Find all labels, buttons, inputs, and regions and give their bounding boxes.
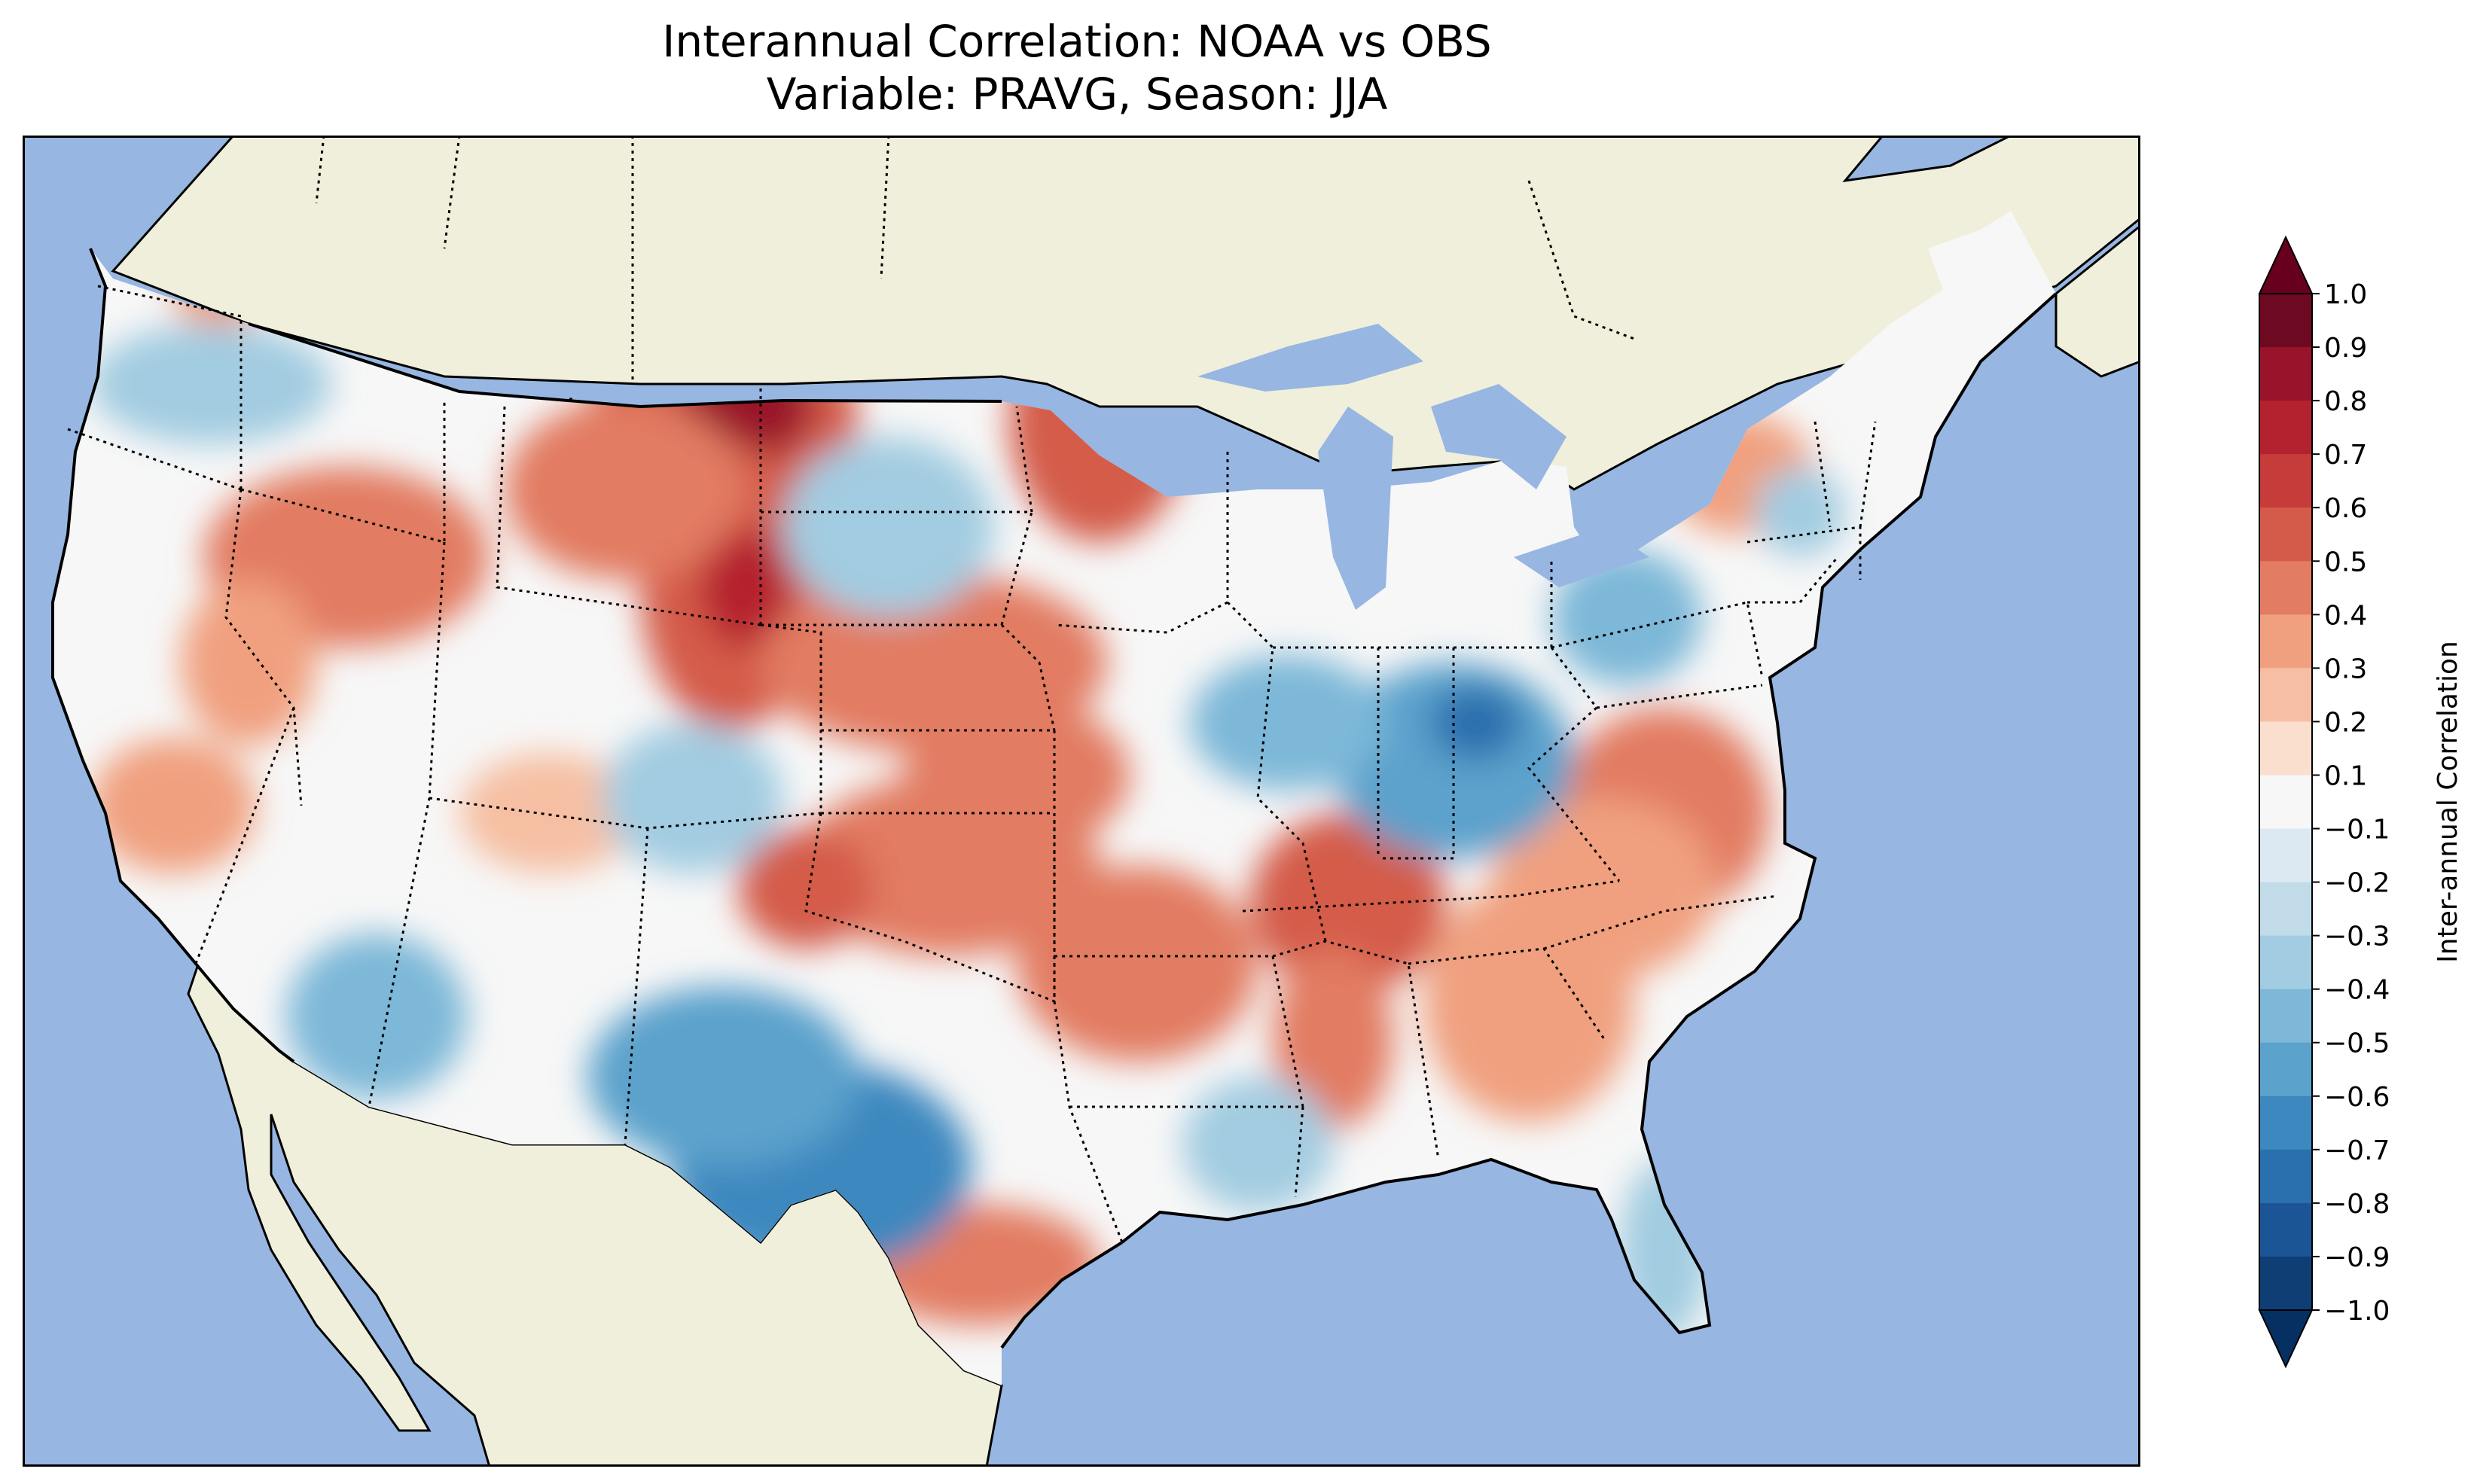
colorbar-segment xyxy=(2259,561,2312,615)
colorbar-segments xyxy=(2259,294,2312,1311)
international-border xyxy=(315,136,1635,384)
colorbar-tick-label: 0.4 xyxy=(2324,600,2367,631)
colorbar-tick-label: 0.6 xyxy=(2324,493,2367,524)
greenland-edge-land xyxy=(2055,224,2140,378)
great-lakes xyxy=(1197,324,1702,610)
colorbar-tick-label: 0.1 xyxy=(2324,760,2367,791)
colorbar-tick-label: 0.8 xyxy=(2324,386,2367,417)
correlation-map xyxy=(23,136,2140,1467)
plot-title-line-1: Interannual Correlation: NOAA vs OBS xyxy=(662,16,1492,67)
colorbar-tick-label: −0.4 xyxy=(2324,975,2390,1006)
colorbar-tick-label: −0.8 xyxy=(2324,1189,2390,1220)
plot-title-line-2: Variable: PRAVG, Season: JJA xyxy=(766,69,1388,120)
colorbar-tick-label: 0.5 xyxy=(2324,547,2367,577)
colorbar-segment xyxy=(2259,401,2312,455)
colorbar-segment xyxy=(2259,668,2312,722)
colorbar-extend-min-triangle xyxy=(2258,1309,2314,1369)
colorbar-segment xyxy=(2259,1256,2312,1311)
colorbar-segment xyxy=(2259,935,2312,990)
colorbar-segment xyxy=(2259,507,2312,562)
colorbar-tick-label: −0.5 xyxy=(2324,1028,2390,1059)
colorbar-segment xyxy=(2259,828,2312,883)
colorbar-tick-label: −0.2 xyxy=(2324,868,2390,899)
colorbar-tick-label: −0.3 xyxy=(2324,922,2390,952)
colorbar-ticks: 1.0 0.9 0.8 0.7 0.6 0.5 0.4 0.3 0.2 0.1 −0.1 −0.2 −0… xyxy=(2312,279,2390,1327)
coastlines xyxy=(51,248,2058,1349)
colorbar-segment xyxy=(2259,775,2312,830)
colorbar-tick-label: −0.6 xyxy=(2324,1082,2390,1113)
colorbar-tick-label: −0.9 xyxy=(2324,1242,2390,1273)
colorbar-tick-label: −0.7 xyxy=(2324,1135,2390,1166)
colorbar-segment xyxy=(2259,721,2312,776)
colorbar-tick-label: 1.0 xyxy=(2324,279,2367,310)
colorbar-tick-label: 0.7 xyxy=(2324,440,2367,471)
colorbar-extend-max-triangle xyxy=(2258,235,2314,294)
colorbar: 1.0 0.9 0.8 0.7 0.6 0.5 0.4 0.3 0.2 0.1 −0.1 −0.2 −0… xyxy=(2258,235,2463,1369)
colorbar-segment xyxy=(2259,294,2312,348)
colorbar-tick-label: 0.3 xyxy=(2324,654,2367,684)
colorbar-tick-label: 0.9 xyxy=(2324,333,2367,364)
colorbar-tick-label: −0.1 xyxy=(2324,815,2390,846)
state-borders xyxy=(67,285,1877,1243)
colorbar-segment xyxy=(2259,1202,2312,1257)
colorbar-segment xyxy=(2259,989,2312,1044)
colorbar-tick-label: 0.2 xyxy=(2324,707,2367,738)
colorbar-segment xyxy=(2259,454,2312,508)
colorbar-segment xyxy=(2259,614,2312,669)
colorbar-tick-label: −1.0 xyxy=(2324,1296,2390,1327)
colorbar-segment xyxy=(2259,882,2312,937)
colorbar-segment xyxy=(2259,347,2312,401)
colorbar-segment xyxy=(2259,1042,2312,1097)
colorbar-segment xyxy=(2259,1095,2312,1150)
colorbar-label: Inter-annual Correlation xyxy=(2433,641,2463,963)
colorbar-segment xyxy=(2259,1149,2312,1204)
